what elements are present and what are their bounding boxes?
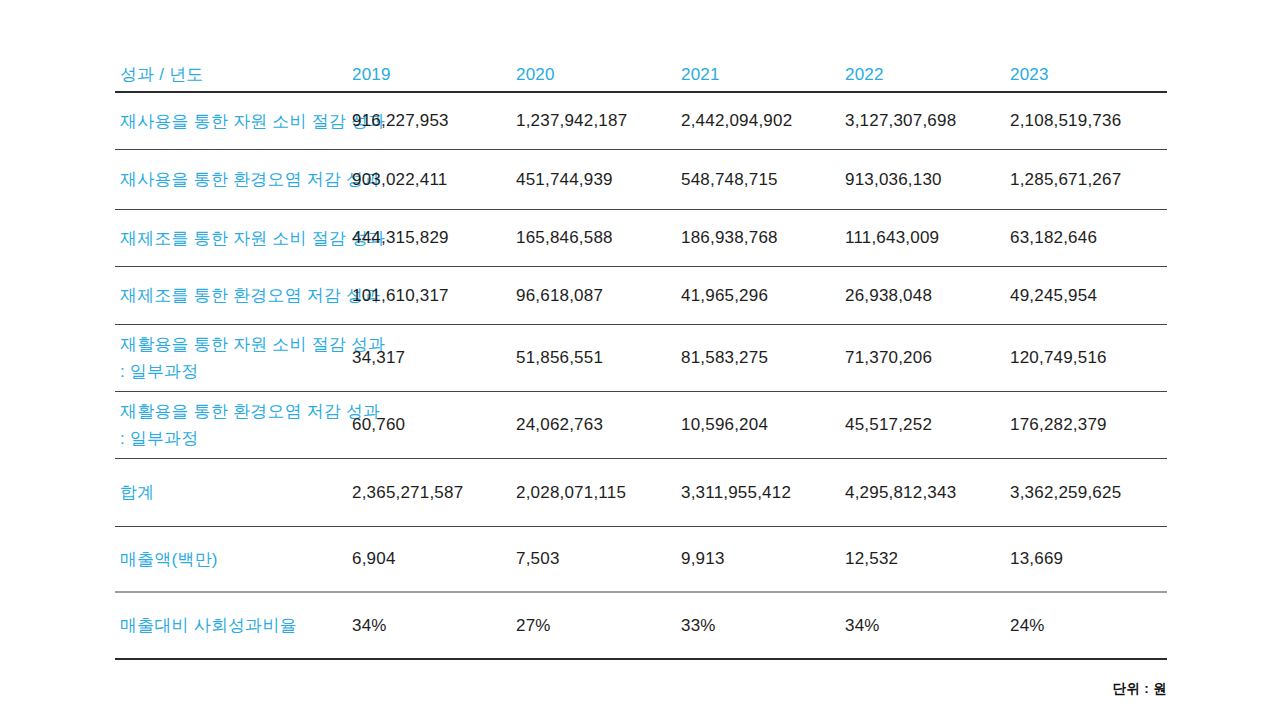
cell-value: 101,610,317 [352, 286, 516, 306]
header-performance-year: 성과 / 년도 [115, 61, 352, 88]
cell-value: 111,643,009 [845, 228, 1010, 248]
table-row-remanufacture-pollution: 재제조를 통한 환경오염 저감 성과 101,610,317 96,618,08… [115, 267, 1167, 325]
cell-value: 24% [1010, 616, 1167, 636]
row-label: 매출액(백만) [115, 546, 352, 573]
row-label: 재제조를 통한 환경오염 저감 성과 [115, 282, 352, 309]
cell-value: 45,517,252 [845, 415, 1010, 435]
cell-value: 81,583,275 [681, 348, 845, 368]
cell-value: 26,938,048 [845, 286, 1010, 306]
row-label-line1: 재활용을 통한 자원 소비 절감 성과 [120, 335, 385, 354]
cell-value: 165,846,588 [516, 228, 681, 248]
cell-value: 10,596,204 [681, 415, 845, 435]
cell-value: 34% [845, 616, 1010, 636]
cell-value: 2,028,071,115 [516, 483, 681, 503]
cell-value: 13,669 [1010, 549, 1167, 569]
cell-value: 71,370,206 [845, 348, 1010, 368]
cell-value: 3,127,307,698 [845, 111, 1010, 131]
table-row-remanufacture-resource: 재제조를 통한 자원 소비 절감 성과 444,315,829 165,846,… [115, 210, 1167, 267]
report-page: 성과 / 년도 2019 2020 2021 2022 2023 재사용을 통한… [0, 0, 1280, 720]
cell-value: 2,442,094,902 [681, 111, 845, 131]
cell-value: 9,913 [681, 549, 845, 569]
table-header-row: 성과 / 년도 2019 2020 2021 2022 2023 [115, 58, 1167, 93]
cell-value: 186,938,768 [681, 228, 845, 248]
table-row-reuse-pollution: 재사용을 통한 환경오염 저감 성과 903,022,411 451,744,9… [115, 150, 1167, 210]
row-label: 매출대비 사회성과비율 [115, 612, 352, 639]
cell-value: 2,108,519,736 [1010, 111, 1167, 131]
row-label: 재활용을 통한 환경오염 저감 성과 : 일부과정 [115, 398, 352, 452]
cell-value: 3,311,955,412 [681, 483, 845, 503]
table-row-recycle-resource: 재활용을 통한 자원 소비 절감 성과 : 일부과정 34,317 51,856… [115, 325, 1167, 392]
cell-value: 1,285,671,267 [1010, 170, 1167, 190]
row-label: 합계 [115, 479, 352, 506]
header-year-2020: 2020 [516, 65, 681, 85]
row-label-line2: : 일부과정 [120, 429, 199, 448]
table-row-recycle-pollution: 재활용을 통한 환경오염 저감 성과 : 일부과정 60,760 24,062,… [115, 392, 1167, 459]
header-year-2023: 2023 [1010, 65, 1167, 85]
cell-value: 548,748,715 [681, 170, 845, 190]
row-label: 재제조를 통한 자원 소비 절감 성과 [115, 225, 352, 252]
row-label: 재활용을 통한 자원 소비 절감 성과 : 일부과정 [115, 331, 352, 385]
social-performance-table: 성과 / 년도 2019 2020 2021 2022 2023 재사용을 통한… [115, 58, 1167, 660]
cell-value: 176,282,379 [1010, 415, 1167, 435]
cell-value: 96,618,087 [516, 286, 681, 306]
cell-value: 27% [516, 616, 681, 636]
cell-value: 51,856,551 [516, 348, 681, 368]
cell-value: 4,295,812,343 [845, 483, 1010, 503]
cell-value: 444,315,829 [352, 228, 516, 248]
table-row-revenue: 매출액(백만) 6,904 7,503 9,913 12,532 13,669 [115, 527, 1167, 593]
cell-value: 6,904 [352, 549, 516, 569]
cell-value: 34,317 [352, 348, 516, 368]
cell-value: 2,365,271,587 [352, 483, 516, 503]
cell-value: 120,749,516 [1010, 348, 1167, 368]
cell-value: 63,182,646 [1010, 228, 1167, 248]
cell-value: 913,036,130 [845, 170, 1010, 190]
cell-value: 916,227,953 [352, 111, 516, 131]
row-label: 재사용을 통한 자원 소비 절감 성과 [115, 108, 352, 135]
table-row-total: 합계 2,365,271,587 2,028,071,115 3,311,955… [115, 459, 1167, 527]
header-year-2019: 2019 [352, 65, 516, 85]
row-label: 재사용을 통한 환경오염 저감 성과 [115, 166, 352, 193]
table-row-reuse-resource: 재사용을 통한 자원 소비 절감 성과 916,227,953 1,237,94… [115, 93, 1167, 150]
row-label-line2: : 일부과정 [120, 362, 199, 381]
cell-value: 60,760 [352, 415, 516, 435]
cell-value: 7,503 [516, 549, 681, 569]
row-label-line1: 재활용을 통한 환경오염 저감 성과 [120, 402, 381, 421]
cell-value: 3,362,259,625 [1010, 483, 1167, 503]
header-year-2022: 2022 [845, 65, 1010, 85]
cell-value: 24,062,763 [516, 415, 681, 435]
table-row-social-performance-ratio: 매출대비 사회성과비율 34% 27% 33% 34% 24% [115, 593, 1167, 660]
cell-value: 903,022,411 [352, 170, 516, 190]
cell-value: 1,237,942,187 [516, 111, 681, 131]
cell-value: 33% [681, 616, 845, 636]
cell-value: 49,245,954 [1010, 286, 1167, 306]
cell-value: 34% [352, 616, 516, 636]
header-year-2021: 2021 [681, 65, 845, 85]
unit-note: 단위 : 원 [1113, 680, 1167, 698]
cell-value: 41,965,296 [681, 286, 845, 306]
cell-value: 451,744,939 [516, 170, 681, 190]
cell-value: 12,532 [845, 549, 1010, 569]
